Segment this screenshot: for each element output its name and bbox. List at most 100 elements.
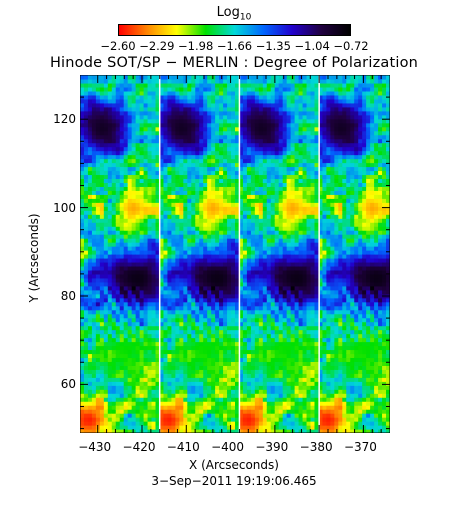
heatmap-cell bbox=[290, 218, 296, 223]
heatmap-cell bbox=[191, 110, 196, 116]
heatmap-cell bbox=[135, 142, 141, 148]
heatmap-cell bbox=[250, 309, 256, 315]
heatmap-cell bbox=[115, 158, 121, 164]
heatmap-cell bbox=[123, 130, 129, 136]
heatmap-cell bbox=[242, 206, 248, 211]
heatmap-cell bbox=[167, 138, 173, 144]
heatmap-cell bbox=[254, 166, 260, 172]
heatmap-cell bbox=[111, 90, 117, 96]
heatmap-cell bbox=[242, 198, 248, 203]
heatmap-cell bbox=[258, 293, 264, 299]
heatmap-cell bbox=[111, 285, 117, 291]
heatmap-cell bbox=[274, 178, 280, 183]
heatmap-cell bbox=[282, 238, 288, 243]
heatmap-cell bbox=[219, 313, 224, 319]
heatmap-cell bbox=[282, 170, 288, 176]
heatmap-cell bbox=[195, 337, 200, 343]
heatmap-cell bbox=[199, 254, 204, 259]
heatmap-cell bbox=[115, 218, 121, 223]
heatmap-cell bbox=[294, 377, 300, 382]
heatmap-cell bbox=[227, 182, 232, 187]
heatmap-cell bbox=[203, 289, 208, 295]
heatmap-cell bbox=[95, 289, 101, 295]
heatmap-cell bbox=[286, 130, 292, 136]
heatmap-cell bbox=[207, 230, 212, 235]
heatmap-cell bbox=[159, 381, 165, 386]
heatmap-cell bbox=[111, 198, 117, 203]
heatmap-cell bbox=[199, 317, 204, 323]
heatmap-cell bbox=[99, 146, 105, 152]
heatmap-cell bbox=[215, 154, 220, 160]
heatmap-cell bbox=[95, 206, 101, 211]
heatmap-cell bbox=[274, 381, 280, 386]
heatmap-cell bbox=[123, 210, 129, 215]
heatmap-cell bbox=[258, 321, 264, 327]
heatmap-cell bbox=[111, 134, 117, 140]
heatmap-cell bbox=[131, 198, 137, 203]
heatmap-cell bbox=[147, 210, 153, 215]
heatmap-cell bbox=[139, 238, 145, 243]
colorbar-tick-label: −2.29 bbox=[139, 39, 175, 53]
heatmap-cell bbox=[135, 417, 141, 422]
heatmap-cell bbox=[131, 214, 137, 219]
heatmap-cell bbox=[278, 114, 284, 120]
heatmap-cell bbox=[254, 114, 260, 120]
heatmap-cell bbox=[167, 401, 173, 406]
heatmap-cell bbox=[111, 341, 117, 347]
heatmap-cell bbox=[87, 122, 93, 128]
heatmap-cell bbox=[87, 230, 93, 235]
heatmap-cell bbox=[135, 238, 141, 243]
heatmap-cell bbox=[179, 162, 184, 168]
heatmap-cell bbox=[171, 325, 176, 331]
heatmap-cell bbox=[111, 246, 117, 251]
heatmap-cell bbox=[211, 273, 216, 279]
heatmap-cell bbox=[262, 325, 268, 331]
heatmap-cell bbox=[83, 325, 89, 331]
heatmap-cell bbox=[163, 261, 169, 267]
heatmap-cell bbox=[183, 413, 188, 418]
heatmap-cell bbox=[99, 130, 105, 136]
heatmap-cell bbox=[195, 401, 200, 406]
heatmap-cell bbox=[242, 349, 248, 355]
heatmap-cell bbox=[274, 373, 280, 378]
heatmap-cell bbox=[290, 385, 296, 390]
heatmap-cell bbox=[159, 226, 165, 231]
heatmap-cell bbox=[123, 285, 129, 291]
heatmap-cell bbox=[119, 118, 125, 124]
heatmap-cell bbox=[175, 425, 180, 430]
heatmap-cell bbox=[159, 425, 165, 430]
heatmap-cell bbox=[131, 409, 137, 414]
heatmap-cell bbox=[219, 337, 224, 343]
heatmap-cell bbox=[246, 130, 252, 136]
heatmap-cell bbox=[115, 349, 121, 355]
heatmap-cell bbox=[290, 293, 296, 299]
heatmap-cell bbox=[223, 381, 228, 386]
heatmap-cell bbox=[151, 429, 157, 433]
heatmap-cell bbox=[215, 409, 220, 414]
heatmap-cell bbox=[223, 261, 228, 267]
heatmap-cell bbox=[231, 313, 236, 319]
heatmap-cell bbox=[211, 401, 216, 406]
heatmap-cell bbox=[207, 265, 212, 271]
heatmap-cell bbox=[227, 385, 232, 390]
heatmap-cell bbox=[99, 118, 105, 124]
heatmap-cell bbox=[183, 429, 188, 433]
heatmap-cell bbox=[294, 210, 300, 215]
heatmap-cell bbox=[123, 206, 129, 211]
heatmap-cell bbox=[195, 118, 200, 124]
heatmap-cell bbox=[278, 385, 284, 390]
heatmap-cell bbox=[219, 238, 224, 243]
heatmap-cell bbox=[115, 178, 121, 183]
heatmap-cell bbox=[191, 78, 196, 84]
heatmap-cell bbox=[195, 154, 200, 160]
heatmap-cell bbox=[143, 369, 149, 374]
heatmap-cell bbox=[131, 170, 137, 176]
heatmap-cell bbox=[95, 273, 101, 279]
heatmap-cell bbox=[107, 98, 113, 104]
heatmap-cell bbox=[266, 178, 272, 183]
heatmap-cell bbox=[167, 381, 173, 386]
heatmap-cell bbox=[111, 345, 117, 351]
heatmap-cell bbox=[80, 325, 85, 331]
heatmap-cell bbox=[250, 401, 256, 406]
heatmap-cell bbox=[195, 174, 200, 180]
